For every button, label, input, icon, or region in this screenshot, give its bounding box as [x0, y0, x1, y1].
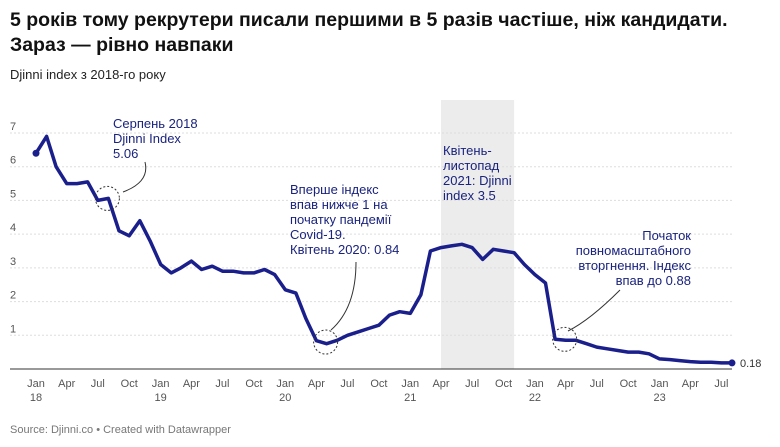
- x-tick-label: Oct: [495, 378, 512, 390]
- annotation-text: Початок повномасштабного вторгнення. Індек…: [576, 228, 692, 288]
- x-tick-label: Jul: [91, 378, 105, 390]
- chart-subtitle: Djinni index з 2018-го року: [10, 67, 166, 82]
- x-tick-year: 18: [30, 392, 42, 404]
- y-tick-label: 3: [10, 256, 16, 268]
- annotation-connector: [122, 161, 147, 193]
- x-tick-label: Oct: [370, 378, 387, 390]
- annotation-highlight-circle: [94, 185, 120, 211]
- x-tick-year: 21: [404, 392, 416, 404]
- annotation-line: Вперше індекс: [290, 182, 379, 197]
- x-tick-year: 19: [155, 392, 167, 404]
- y-tick-label: 1: [10, 323, 16, 335]
- y-tick-label: 7: [10, 121, 16, 133]
- x-tick-label: Jul: [714, 378, 728, 390]
- x-tick-label: Apr: [557, 378, 574, 390]
- x-tick-label: Apr: [308, 378, 325, 390]
- annotation-line: 5.06: [113, 146, 138, 161]
- end-value-label: 0.18: [740, 358, 761, 370]
- x-tick-label: Jan: [152, 378, 170, 390]
- x-tick-label: Jul: [340, 378, 354, 390]
- annotation-line: index 3.5: [443, 188, 496, 203]
- x-tick-label: Oct: [620, 378, 637, 390]
- start-point: [32, 149, 40, 157]
- annotation-line: Початок: [642, 228, 691, 243]
- x-tick-label: Jan: [27, 378, 45, 390]
- annotation-connector: [330, 261, 357, 331]
- x-tick-label: Jan: [651, 378, 669, 390]
- annotation-text: Серпень 2018 Djinni Index 5.06: [113, 116, 198, 161]
- annotation-line: впав нижче 1 на: [290, 197, 388, 212]
- y-tick-label: 2: [10, 290, 16, 302]
- annotation-line: впав до 0.88: [616, 273, 691, 288]
- x-tick-label: Oct: [121, 378, 138, 390]
- annotation-text: Квітень-листопад 2021: Djinni index 3.5: [443, 143, 512, 203]
- annotation-line: Djinni Index: [113, 131, 181, 146]
- annotation-line: вторгнення. Індекс: [578, 258, 691, 273]
- x-tick-year: 23: [653, 392, 665, 404]
- y-tick-label: 6: [10, 155, 16, 167]
- annotation-line: 2021: Djinni: [443, 173, 512, 188]
- annotation-line: початку пандемії: [290, 212, 392, 227]
- x-tick-year: 20: [279, 392, 291, 404]
- x-tick-label: Jan: [276, 378, 294, 390]
- x-tick-label: Jul: [465, 378, 479, 390]
- x-tick-label: Apr: [682, 378, 699, 390]
- annotation-highlight-circle: [313, 329, 339, 355]
- x-tick-label: Jan: [401, 378, 419, 390]
- annotation-highlight-circle: [552, 326, 578, 352]
- x-tick-label: Jul: [590, 378, 604, 390]
- shaded-range: [441, 100, 515, 369]
- annotation-line: Квітень 2020: 0.84: [290, 242, 399, 257]
- x-tick-label: Jul: [215, 378, 229, 390]
- annotation-line: Квітень-: [443, 143, 492, 158]
- annotation-line: листопад: [443, 158, 500, 173]
- chart-footer: Source: Djinni.co • Created with Datawra…: [10, 424, 231, 436]
- x-tick-label: Apr: [58, 378, 75, 390]
- chart-title: 5 років тому рекрутери писали першими в …: [10, 9, 728, 56]
- x-tick-label: Apr: [432, 378, 449, 390]
- x-tick-label: Jan: [526, 378, 544, 390]
- end-point: [728, 359, 736, 367]
- y-tick-label: 4: [10, 222, 16, 234]
- annotation-line: повномасштабного: [576, 243, 691, 258]
- annotation-text: Вперше індекс впав нижче 1 на початку панд…: [290, 182, 399, 257]
- x-tick-year: 22: [529, 392, 541, 404]
- y-tick-label: 5: [10, 188, 16, 200]
- series-line: [34, 134, 734, 365]
- annotation-line: Серпень 2018: [113, 116, 198, 131]
- annotation-connector: [567, 289, 621, 332]
- annotation-line: Covid-19.: [290, 227, 346, 242]
- x-tick-label: Apr: [183, 378, 200, 390]
- x-tick-label: Oct: [245, 378, 262, 390]
